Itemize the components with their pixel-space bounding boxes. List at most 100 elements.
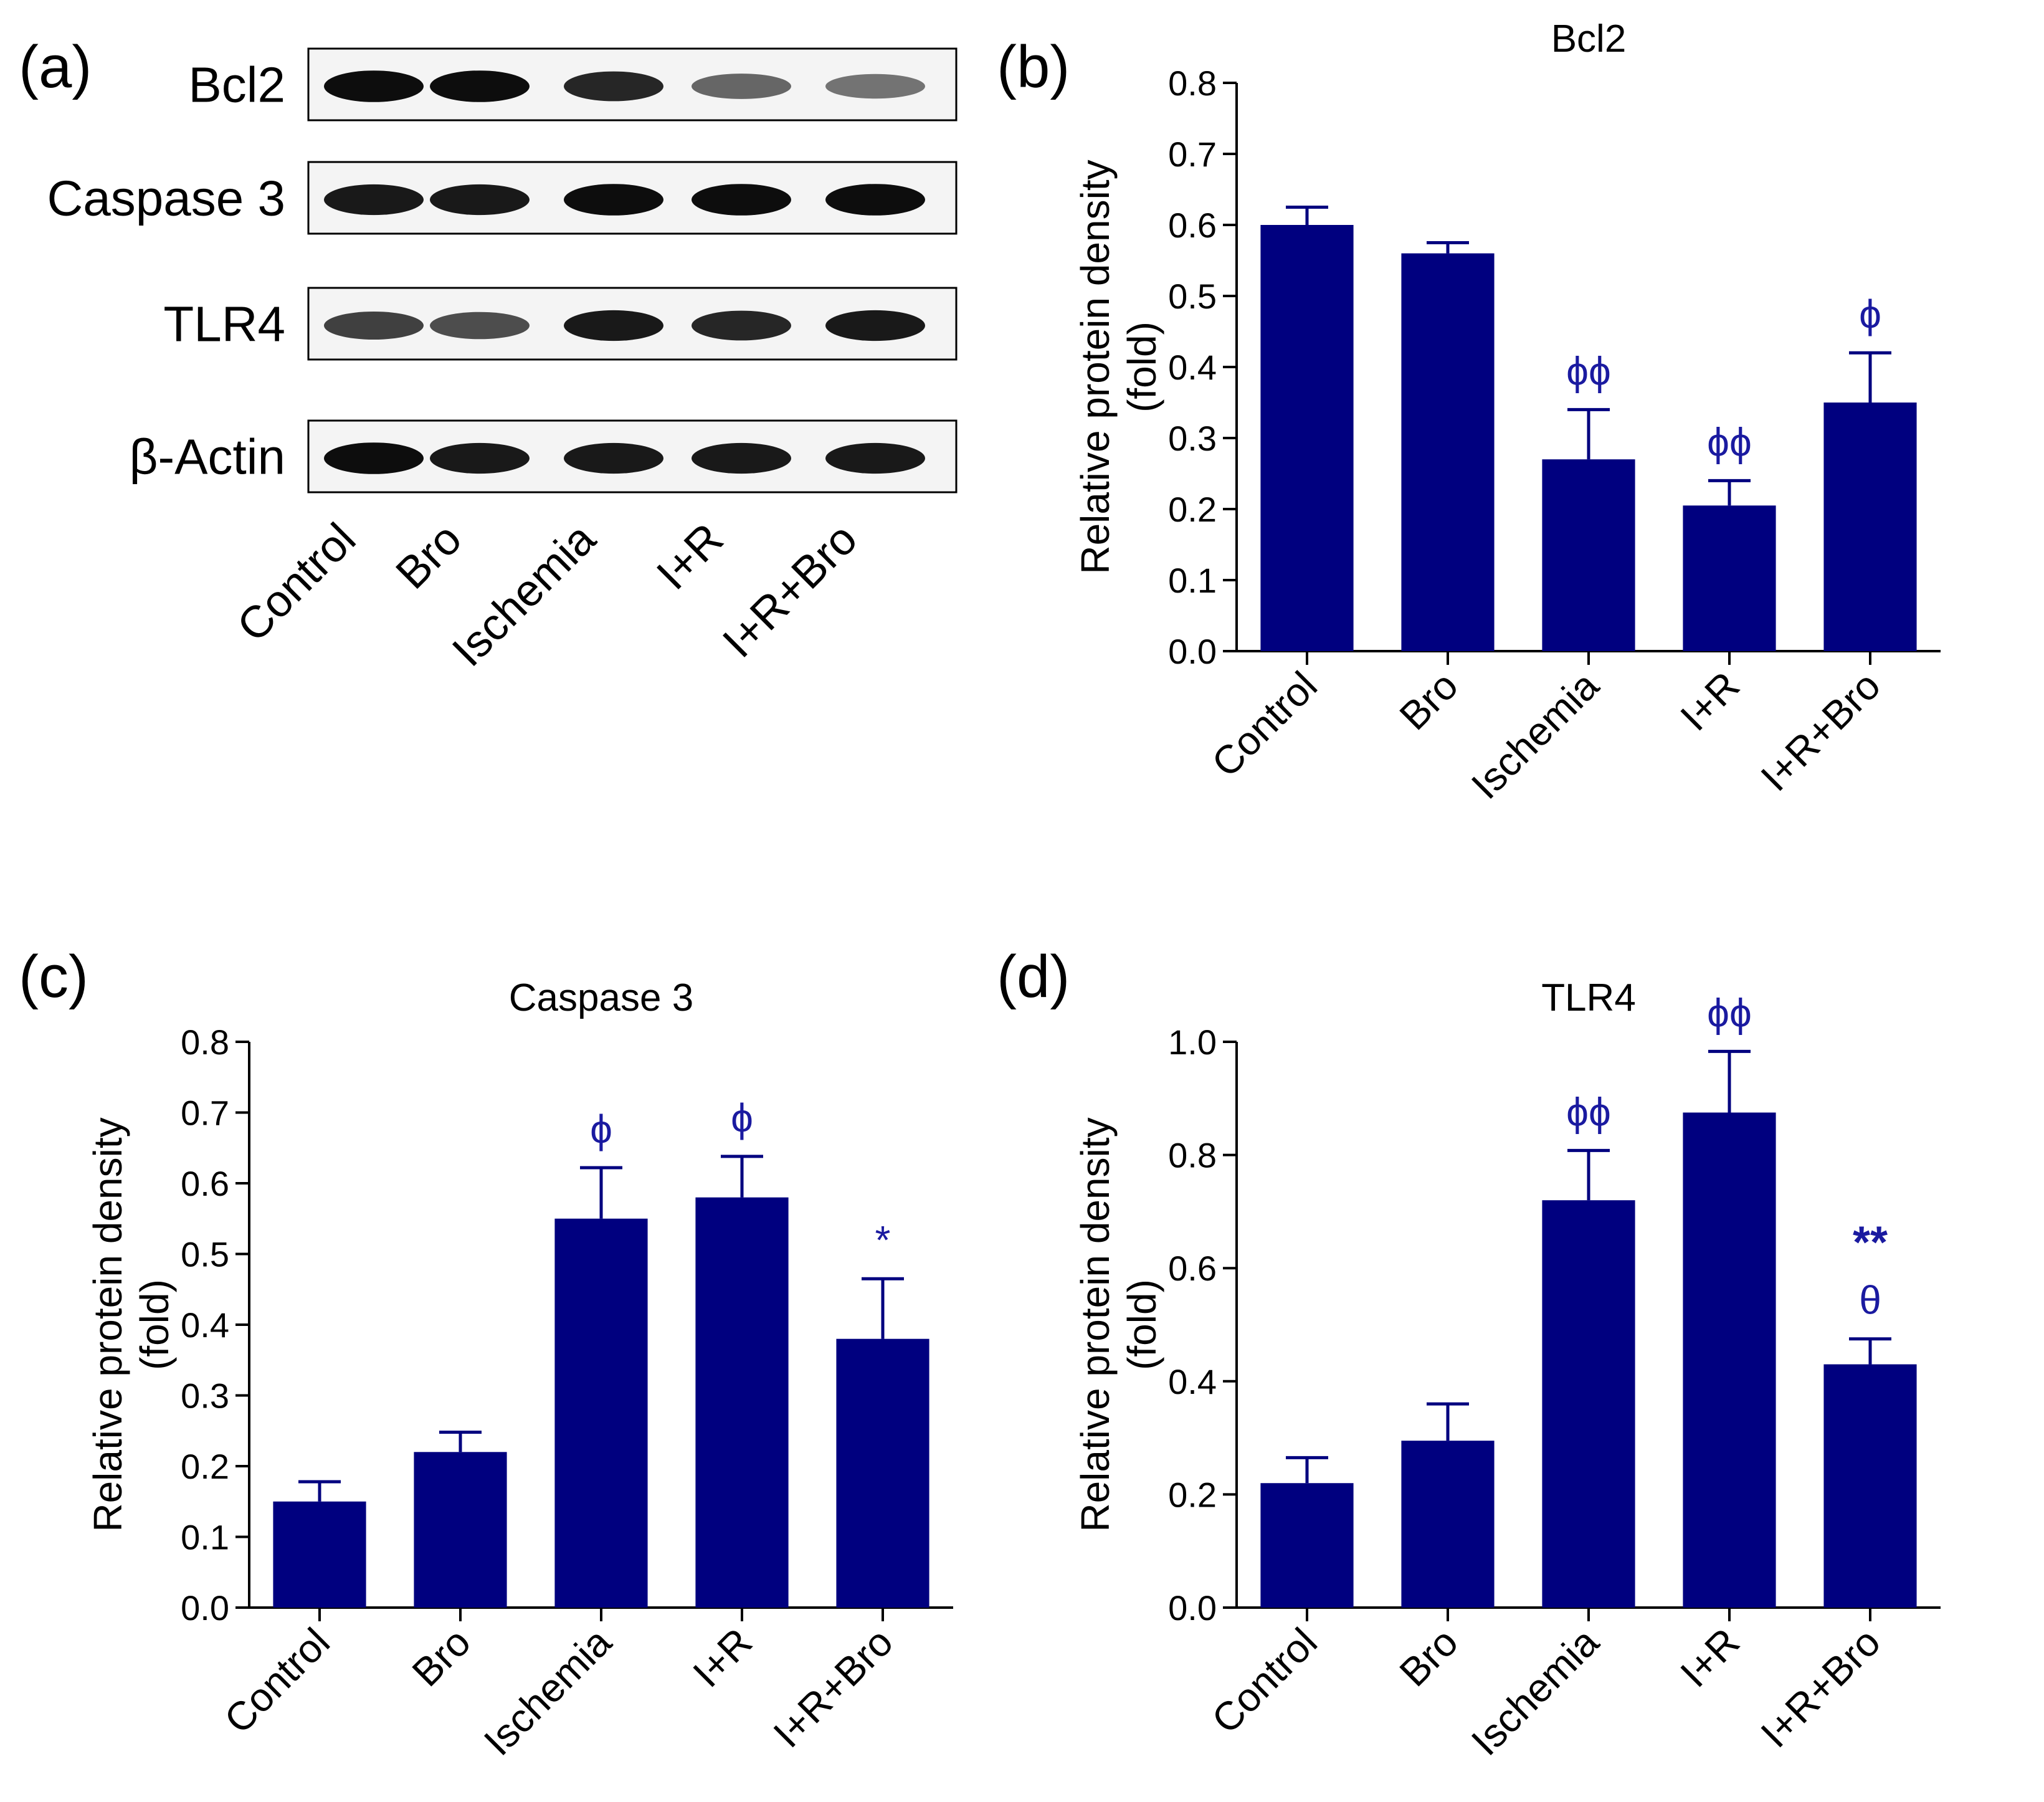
blot-row-label: Bcl2: [188, 57, 285, 113]
y-tick-label: 0.5: [181, 1235, 229, 1274]
panel-label-d: (d): [997, 943, 1070, 1010]
y-tick-label: 0.6: [1168, 206, 1217, 245]
blot-band: [692, 74, 791, 99]
x-tick-label: I+R: [1671, 663, 1748, 740]
y-tick-label: 0.8: [1168, 64, 1217, 103]
y-tick-label: 0.2: [1168, 1475, 1217, 1514]
x-tick-label: I+R+Bro: [764, 1619, 901, 1756]
x-tick-label: Ischemia: [475, 1619, 620, 1764]
y-tick-label: 1.0: [1168, 1023, 1217, 1062]
blot-band: [825, 184, 925, 216]
significance-marker: ϕ: [590, 1107, 612, 1151]
bar: [1683, 1112, 1776, 1608]
blot-band: [825, 74, 925, 99]
blot-band: [324, 70, 424, 102]
bar: [695, 1197, 789, 1608]
x-tick-label: Control: [216, 1619, 338, 1742]
blot-lane-label: I+R+Bro: [713, 514, 867, 667]
y-tick-label: 0.4: [181, 1305, 229, 1345]
panel-label-a: (a): [19, 34, 92, 100]
x-tick-label: Control: [1203, 1619, 1326, 1742]
significance-marker: θ: [1859, 1278, 1881, 1323]
bar: [1260, 225, 1354, 651]
y-tick-label: 0.2: [181, 1447, 229, 1486]
y-tick-label: 0.4: [1168, 1362, 1217, 1401]
significance-marker: ϕ: [731, 1095, 753, 1140]
blot-band: [430, 312, 530, 340]
bar: [1683, 505, 1776, 651]
significance-marker: ϕϕ: [1707, 990, 1752, 1035]
blot-row-label: Caspase 3: [47, 171, 285, 226]
y-axis-label: Relative protein density: [85, 1117, 130, 1532]
x-tick-label: Bro: [1391, 1619, 1466, 1695]
panel-label-b: (b): [997, 34, 1070, 100]
blot-band: [324, 312, 424, 340]
x-tick-label: Control: [1203, 663, 1326, 786]
blot-lane-label: Ischemia: [443, 513, 606, 676]
bar: [1823, 1364, 1917, 1608]
y-tick-label: 0.6: [1168, 1249, 1217, 1288]
y-axis-label: (fold): [1119, 1279, 1164, 1370]
chart-title: Caspase 3: [509, 976, 693, 1019]
y-tick-label: 0.1: [1168, 561, 1217, 600]
y-axis-label: Relative protein density: [1073, 160, 1118, 574]
y-tick-label: 0.0: [181, 1588, 229, 1628]
y-axis-label: Relative protein density: [1073, 1117, 1118, 1532]
blot-band: [825, 310, 925, 341]
y-axis-label: (fold): [132, 1279, 177, 1370]
significance-marker: **: [1853, 1218, 1888, 1268]
y-tick-label: 0.7: [1168, 135, 1217, 174]
bar: [414, 1452, 507, 1608]
blot-row-label: β-Actin: [129, 429, 285, 485]
western-blot: Bcl2 Caspase 3 TLR4 β-Actin Control BroIschem…: [47, 47, 958, 676]
bar: [1542, 1200, 1635, 1608]
y-tick-label: 0.1: [181, 1518, 229, 1557]
y-tick-label: 0.7: [181, 1094, 229, 1133]
x-tick-label: Bro: [1391, 663, 1466, 738]
significance-marker: ϕϕ: [1566, 348, 1611, 393]
chart-title: Bcl2: [1551, 17, 1627, 60]
x-tick-label: Ischemia: [1463, 1619, 1607, 1764]
chart-bcl2: Bcl2 0.0 0.1 0.2 0.3 0.4 0.5 0.6 0.7 0.8 Relative …: [1073, 17, 1941, 808]
blot-lane-label: Control: [228, 514, 366, 652]
significance-marker: *: [875, 1218, 891, 1262]
y-tick-label: 0.5: [1168, 277, 1217, 316]
y-tick-label: 0.3: [1168, 419, 1217, 458]
chart-title: TLR4: [1541, 976, 1636, 1019]
x-tick-label: Bro: [404, 1619, 479, 1695]
bar: [1542, 459, 1635, 651]
bar: [1401, 1441, 1495, 1608]
y-tick-label: 0.0: [1168, 632, 1217, 671]
blot-band: [825, 442, 925, 474]
blot-lane-label: I+R: [647, 514, 733, 599]
blot-band: [564, 310, 663, 341]
y-tick-label: 0.6: [181, 1164, 229, 1203]
x-tick-label: I+R: [1671, 1619, 1748, 1696]
blot-band: [564, 442, 663, 474]
x-tick-label: I+R+Bro: [1752, 663, 1888, 799]
blot-band: [430, 184, 530, 216]
panel-label-c: (c): [19, 943, 88, 1010]
significance-marker: ϕϕ: [1566, 1089, 1611, 1134]
y-tick-label: 0.8: [1168, 1136, 1217, 1175]
y-tick-label: 0.4: [1168, 348, 1217, 387]
x-tick-label: I+R: [684, 1619, 761, 1696]
bar: [273, 1501, 366, 1608]
chart-caspase3: Caspase 3 0.0 0.1 0.2 0.3 0.4 0.5 0.6 0.7 0.8 Rela…: [85, 976, 953, 1764]
significance-marker: ϕ: [1859, 292, 1881, 336]
blot-band: [430, 442, 530, 474]
blot-band: [692, 184, 791, 216]
blot-band: [692, 442, 791, 474]
bar: [554, 1218, 648, 1608]
y-axis-label: (fold): [1119, 322, 1164, 412]
y-tick-label: 0.2: [1168, 490, 1217, 529]
y-tick-label: 0.8: [181, 1023, 229, 1062]
blot-band: [564, 184, 663, 216]
blot-band: [324, 442, 424, 474]
blot-band: [324, 184, 424, 216]
chart-tlr4: TLR4 0.0 0.2 0.4 0.6 0.8 1.0 Relative protein d…: [1073, 976, 1941, 1764]
y-tick-label: 0.3: [181, 1376, 229, 1416]
significance-marker: ϕϕ: [1707, 419, 1752, 464]
blot-band: [430, 70, 530, 102]
